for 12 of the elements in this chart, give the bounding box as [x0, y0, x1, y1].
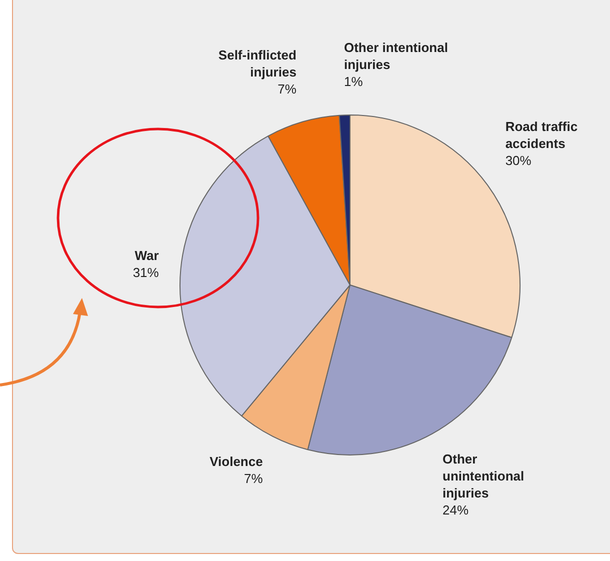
slice-label: Other intentional injuries [344, 40, 448, 72]
data-label: 7% [244, 471, 264, 486]
data-label: 30% [505, 153, 532, 168]
data-label: 1% [344, 74, 364, 90]
slice-label: Road traffic accidents [505, 119, 578, 152]
slice-label: War [134, 248, 159, 264]
data-label: 7% [278, 82, 297, 97]
data-label: 31% [132, 265, 160, 280]
data-label: 24% [442, 502, 469, 518]
slice-label: Other unintentional injuries [442, 451, 524, 500]
slice-label: Violence [210, 454, 263, 470]
slice-label: Self-inflicted injuries [218, 48, 296, 80]
